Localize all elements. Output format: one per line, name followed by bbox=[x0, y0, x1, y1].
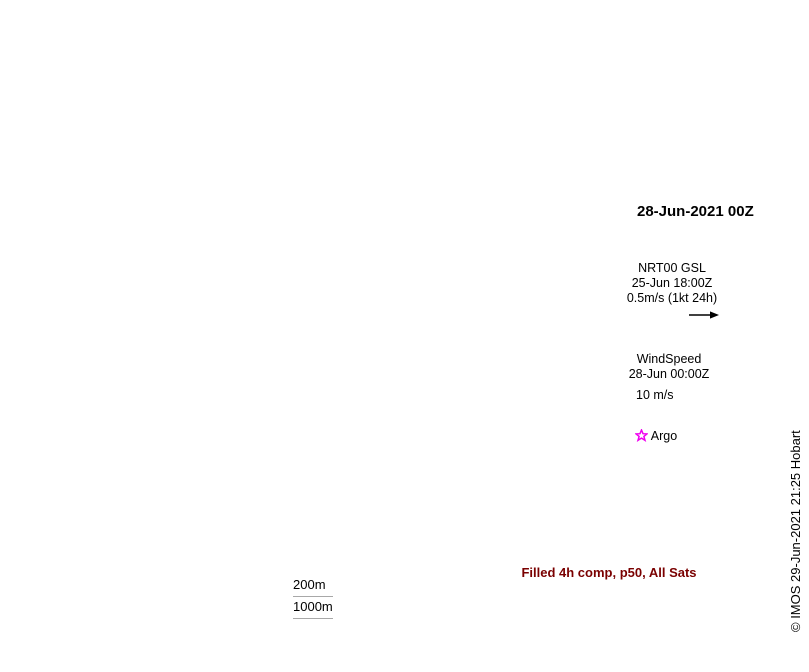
argo-label: Argo bbox=[650, 429, 678, 443]
argo-legend: Argo bbox=[633, 428, 678, 443]
wind-legend-name: WindSpeed bbox=[636, 352, 702, 366]
datetime-label: 28-Jun-2021 00Z bbox=[637, 203, 754, 220]
isobath-200-label: 200m bbox=[293, 577, 326, 592]
wind-scale-label: 10 m/s bbox=[636, 388, 674, 402]
argo-marker-icon bbox=[633, 428, 650, 442]
isobath-1000-label: 1000m bbox=[293, 598, 333, 614]
current-legend-time: 25-Jun 18:00Z bbox=[631, 276, 713, 290]
imos-watermark: © IMOS 29-Jun-2021 21:25 Hobart bbox=[788, 430, 803, 632]
isobath-1000-line bbox=[293, 617, 333, 619]
wind-scale-arrow-icon bbox=[681, 391, 713, 401]
current-legend-scale: 0.5m/s (1kt 24h) bbox=[626, 291, 718, 305]
current-scale-arrow-icon bbox=[689, 311, 719, 319]
wind-legend-time: 28-Jun 00:00Z bbox=[628, 367, 710, 381]
current-legend-name: NRT00 GSL bbox=[638, 261, 706, 275]
current-legend: NRT00 GSL 25-Jun 18:00Z 0.5m/s (1kt 24h) bbox=[608, 261, 736, 306]
colorbar-title: Filled 4h comp, p50, All Sats bbox=[521, 565, 697, 580]
wind-legend: WindSpeed 28-Jun 00:00Z bbox=[608, 352, 730, 382]
isobath-legend: 200m 1000m bbox=[293, 577, 333, 622]
isobath-200-line bbox=[293, 595, 333, 597]
